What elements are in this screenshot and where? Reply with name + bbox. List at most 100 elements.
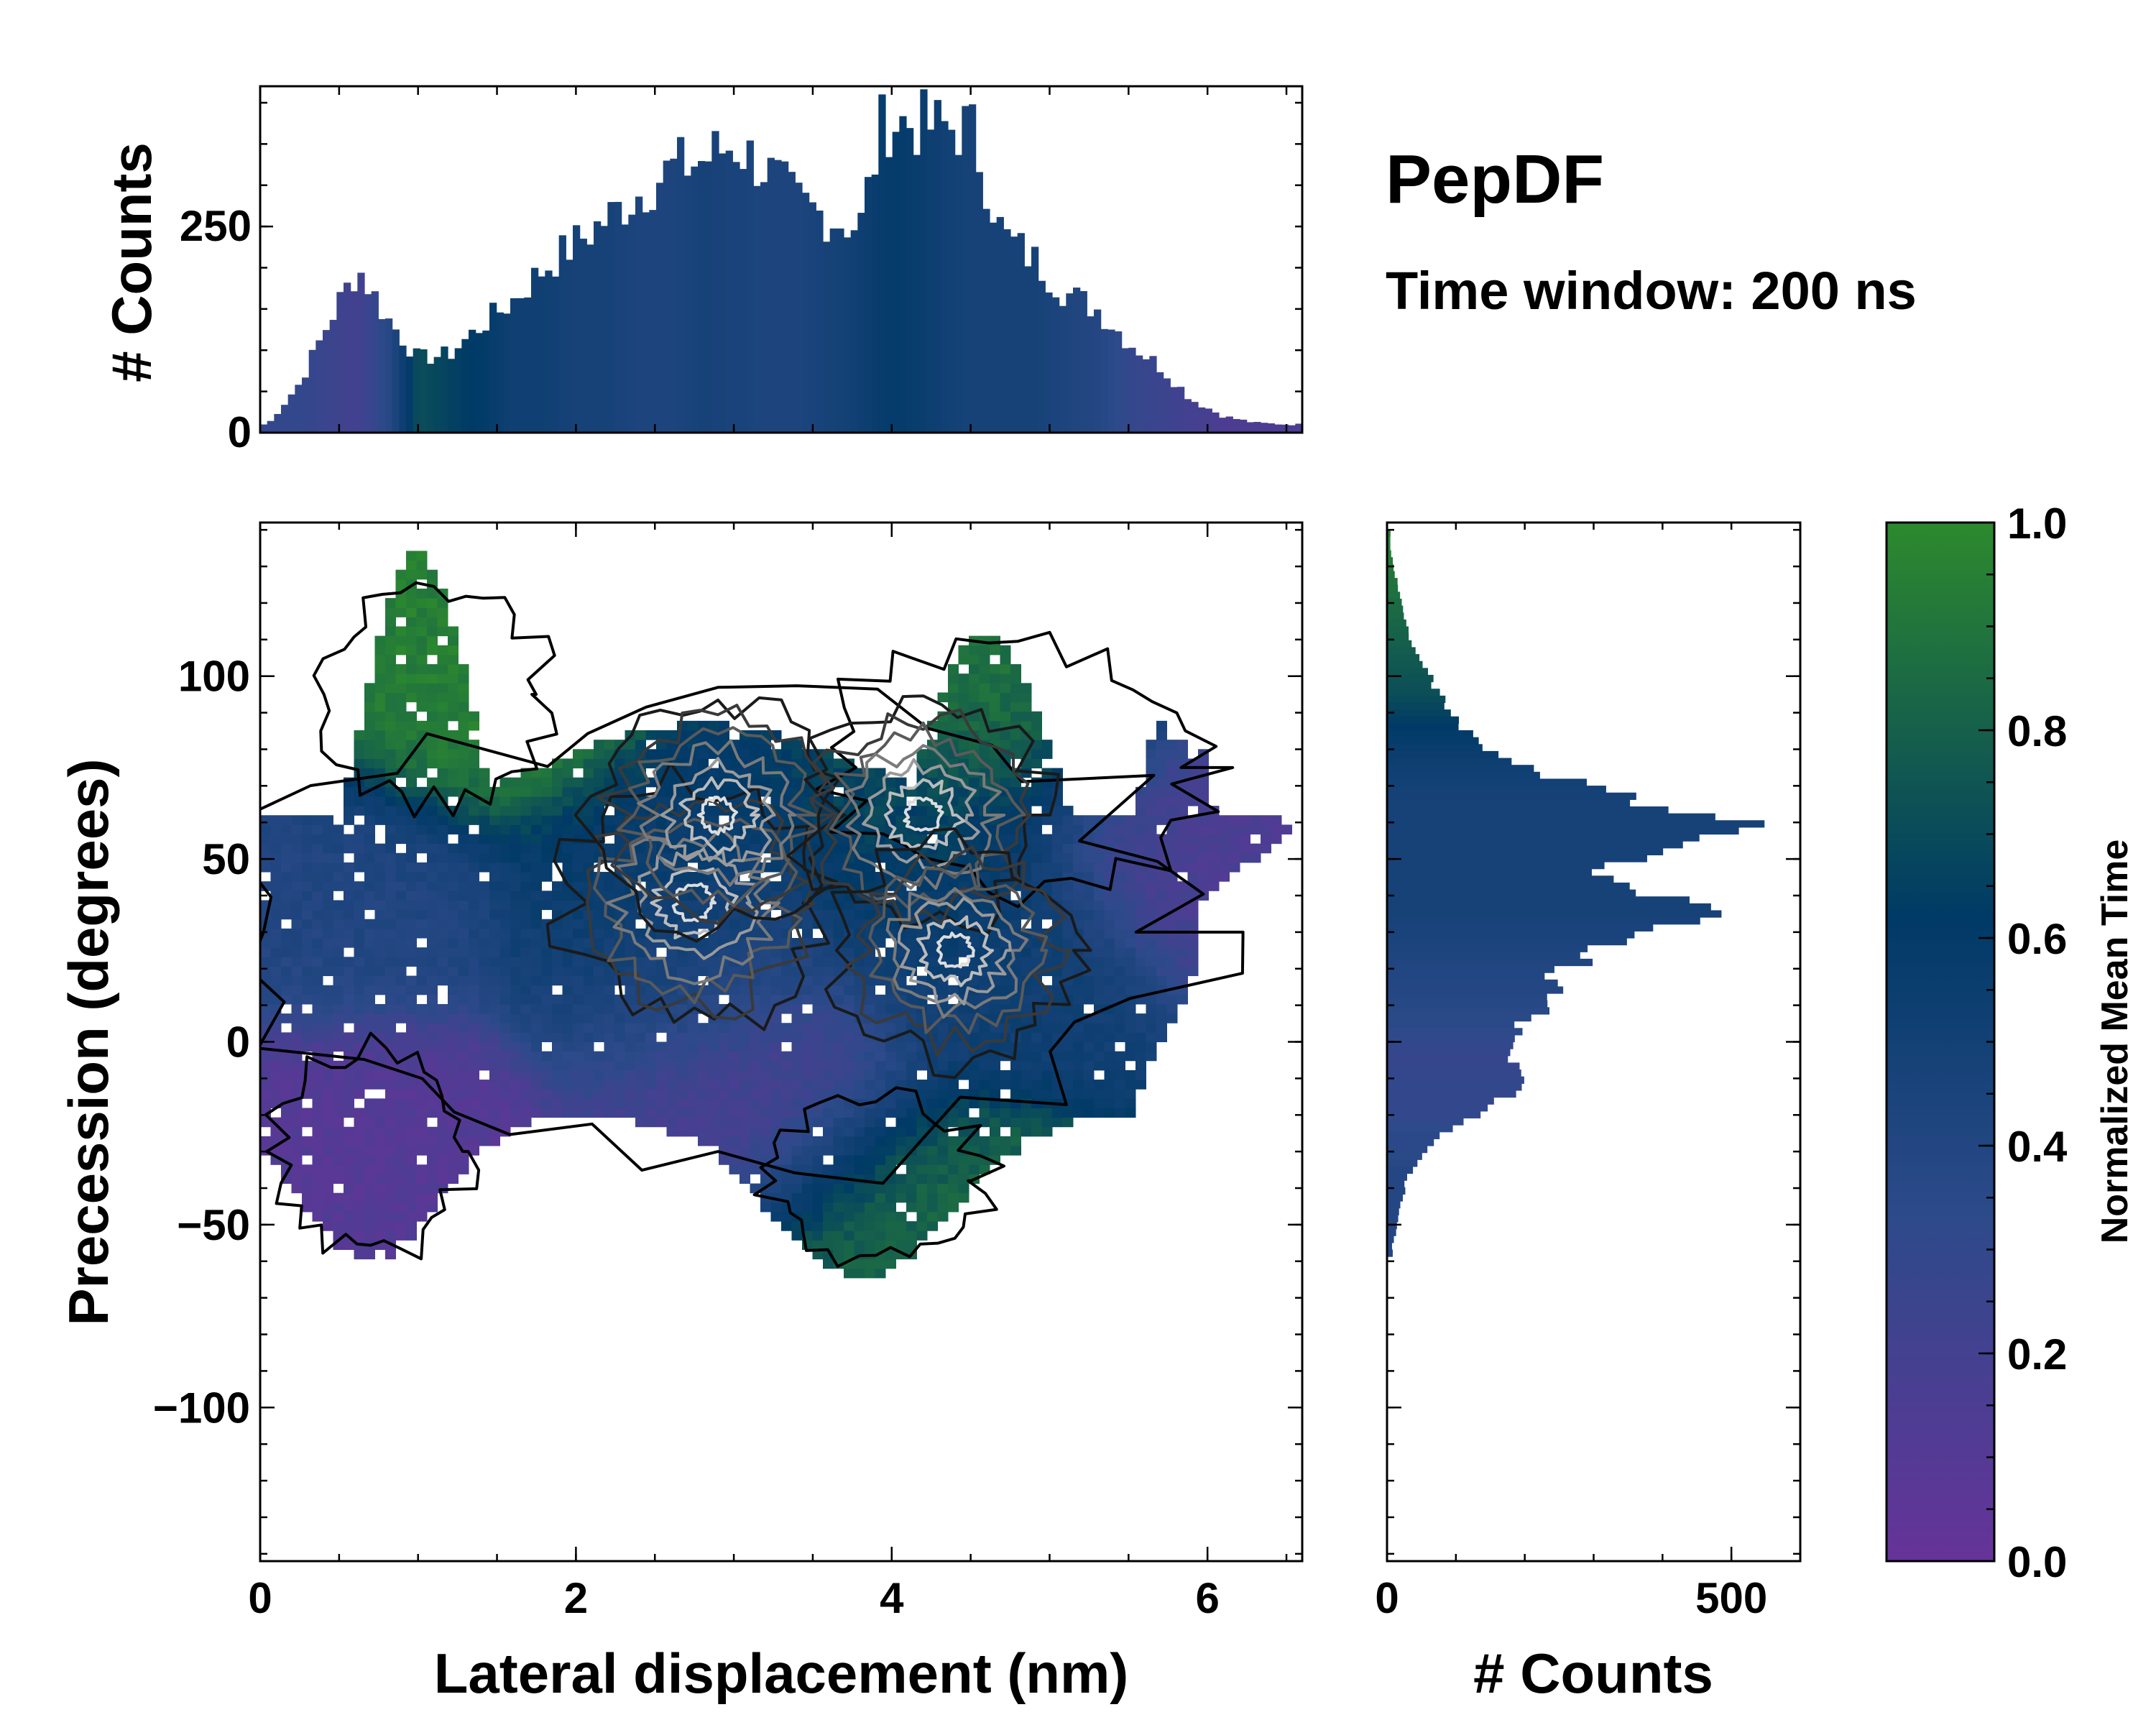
heatmap-cell bbox=[395, 985, 407, 995]
heatmap-cell bbox=[510, 872, 521, 882]
right-hist-bar bbox=[1387, 896, 1690, 904]
heatmap-cell bbox=[729, 1041, 740, 1052]
heatmap-cell bbox=[323, 919, 333, 929]
heatmap-cell bbox=[416, 1032, 428, 1042]
heatmap-cell bbox=[875, 1051, 886, 1062]
heatmap-cell bbox=[427, 966, 438, 977]
right-hist-bar bbox=[1387, 1138, 1434, 1146]
heatmap-cell bbox=[552, 881, 563, 891]
heatmap-cell bbox=[1115, 966, 1125, 977]
heatmap-cell bbox=[969, 1070, 980, 1080]
heatmap-cell bbox=[406, 852, 417, 863]
heatmap-cell bbox=[1094, 957, 1105, 967]
top-hist-bar bbox=[1233, 419, 1240, 433]
heatmap-cell bbox=[614, 1108, 625, 1118]
heatmap-cell bbox=[1000, 824, 1011, 834]
top-hist-bar bbox=[996, 216, 1004, 433]
heatmap-cell bbox=[687, 872, 699, 882]
heatmap-cell bbox=[354, 1003, 365, 1014]
heatmap-cell bbox=[489, 1098, 500, 1108]
heatmap-cell bbox=[1240, 843, 1250, 854]
heatmap-cell bbox=[374, 806, 386, 816]
heatmap-cell bbox=[865, 872, 875, 882]
heatmap-cell bbox=[406, 711, 417, 722]
heatmap-cell bbox=[1229, 824, 1240, 834]
heatmap-cell bbox=[552, 1089, 563, 1099]
heatmap-cell bbox=[708, 957, 719, 967]
heatmap-cell bbox=[406, 994, 417, 1005]
heatmap-cell bbox=[583, 919, 594, 929]
heatmap-cell bbox=[875, 1060, 886, 1071]
heatmap-cell bbox=[1052, 862, 1063, 873]
top-hist-bar bbox=[941, 121, 949, 433]
heatmap-cell bbox=[458, 938, 469, 948]
heatmap-cell bbox=[1031, 1108, 1042, 1118]
heatmap-cell bbox=[823, 1221, 834, 1231]
heatmap-cell bbox=[1104, 1051, 1115, 1062]
heatmap-cell bbox=[541, 862, 553, 873]
heatmap-cell bbox=[1125, 1041, 1136, 1052]
heatmap-cell bbox=[333, 1013, 344, 1024]
right-hist-bar bbox=[1387, 813, 1715, 821]
density-contour bbox=[862, 758, 980, 870]
heatmap-cell bbox=[875, 1126, 886, 1137]
heatmap-cell bbox=[1010, 711, 1021, 722]
heatmap-cell bbox=[323, 1070, 333, 1080]
top-hist-bar bbox=[517, 298, 525, 433]
heatmap-cell bbox=[729, 1108, 740, 1118]
heatmap-cell bbox=[948, 966, 959, 977]
heatmap-cell bbox=[1187, 966, 1199, 977]
heatmap-cell bbox=[458, 683, 469, 693]
top-hist-bar bbox=[1219, 418, 1227, 433]
heatmap-cell bbox=[437, 1070, 448, 1080]
heatmap-cell bbox=[1219, 852, 1230, 863]
heatmap-cell bbox=[469, 852, 479, 863]
heatmap-cell bbox=[510, 824, 521, 834]
heatmap-cell bbox=[281, 985, 292, 995]
right-histogram-bars bbox=[1387, 529, 1765, 1257]
heatmap-cell bbox=[406, 872, 417, 882]
heatmap-cell bbox=[1166, 1013, 1178, 1024]
heatmap-cell bbox=[573, 1041, 584, 1052]
heatmap-cell bbox=[364, 1221, 375, 1231]
heatmap-cell bbox=[895, 1060, 907, 1071]
heatmap-cell bbox=[489, 966, 500, 977]
heatmap-cell bbox=[666, 1041, 678, 1052]
heatmap-cell bbox=[364, 806, 375, 816]
heatmap-cell bbox=[520, 872, 532, 882]
heatmap-cell bbox=[1000, 1146, 1011, 1156]
heatmap-cell bbox=[479, 919, 490, 929]
right-hist-bar bbox=[1387, 771, 1540, 780]
heatmap-cell bbox=[270, 881, 282, 891]
heatmap-cell bbox=[583, 1041, 594, 1052]
top-hist-bar bbox=[1184, 399, 1192, 433]
heatmap-cell bbox=[979, 1164, 990, 1174]
heatmap-cell bbox=[281, 891, 292, 901]
heatmap-cell bbox=[791, 938, 803, 948]
heatmap-cell bbox=[1146, 872, 1157, 882]
heatmap-cell bbox=[948, 834, 959, 845]
heatmap-cell bbox=[510, 975, 521, 986]
heatmap-cell bbox=[260, 815, 271, 825]
heatmap-cell bbox=[812, 1032, 824, 1042]
heatmap-cell bbox=[823, 1230, 834, 1241]
heatmap-cell bbox=[270, 862, 282, 873]
heatmap-cell bbox=[427, 607, 438, 617]
heatmap-cell bbox=[885, 1183, 896, 1194]
right-hist-bar bbox=[1387, 834, 1700, 842]
heatmap-cell bbox=[614, 1089, 625, 1099]
heatmap-cell bbox=[323, 1080, 333, 1090]
top-hist-bar bbox=[1163, 378, 1171, 433]
heatmap-cell bbox=[948, 1051, 959, 1062]
heatmap-cell bbox=[1177, 862, 1188, 873]
heatmap-cell bbox=[281, 966, 292, 977]
heatmap-cell bbox=[635, 928, 646, 939]
heatmap-cell bbox=[740, 1032, 750, 1042]
heatmap-cell bbox=[395, 947, 407, 957]
heatmap-cell bbox=[385, 1202, 396, 1213]
heatmap-cell bbox=[740, 1023, 750, 1033]
heatmap-cell bbox=[708, 1089, 719, 1099]
heatmap-cell bbox=[1031, 1041, 1042, 1052]
heatmap-cell bbox=[750, 1051, 761, 1062]
heatmap-cell bbox=[1229, 862, 1240, 873]
